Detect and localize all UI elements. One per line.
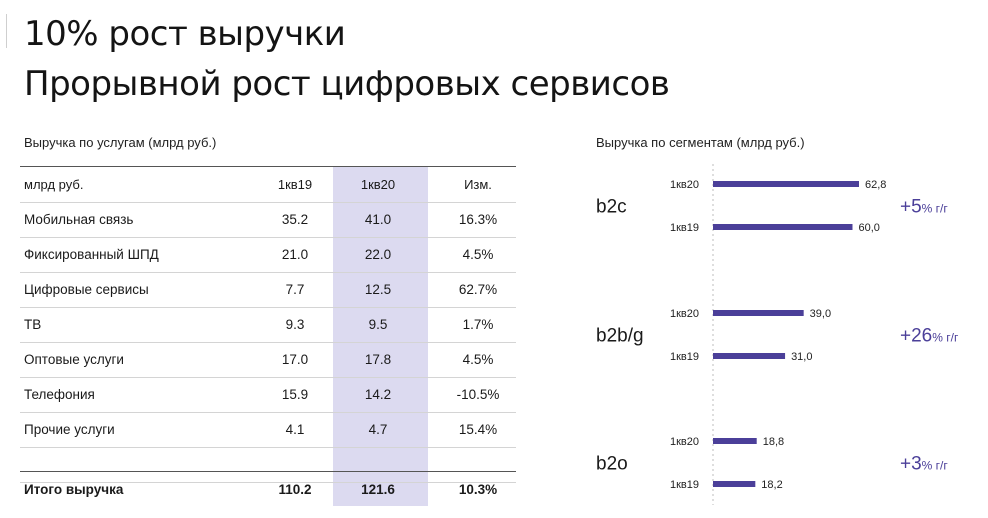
value-label: 39,0: [810, 308, 831, 320]
period-label: 1кв19: [670, 222, 699, 234]
period-label: 1кв19: [670, 479, 699, 491]
growth-annotation: +5% г/г: [900, 197, 948, 218]
highlighted-column: [333, 166, 428, 506]
header-cell: 1кв19: [277, 177, 313, 192]
cell-change: 1.7%: [462, 317, 494, 332]
cell-change: 15.4%: [458, 422, 498, 437]
segment-bar-chart: b2c 1кв20 62,8 1кв19 60,0 +5% г/г b2b/g 1кв20 39…: [596, 164, 959, 505]
segment-label: b2o: [596, 454, 628, 475]
value-label: 31,0: [791, 351, 812, 363]
cell-1q20: 14.2: [364, 387, 392, 402]
period-label: 1кв20: [670, 436, 699, 448]
slide-subtitle: Прорывной рост цифровых сервисов: [24, 64, 670, 104]
cell-change: -10.5%: [456, 387, 500, 402]
cell-change: 62.7%: [458, 282, 498, 297]
cell-1q20: 17.8: [364, 352, 392, 367]
cell-1q19: 15.9: [281, 387, 309, 402]
period-label: 1кв20: [670, 179, 699, 191]
table-header-row: млрд руб. 1кв19 1кв20 Изм.: [20, 167, 516, 203]
row-label: Фиксированный ШПД: [24, 247, 159, 262]
value-label: 60,0: [858, 222, 879, 234]
total-1q19: 110.2: [278, 482, 312, 497]
table-caption: Выручка по услугам (млрд руб.): [24, 135, 217, 150]
total-label: Итого выручка: [24, 482, 124, 497]
table-row: ТВ 9.3 9.5 1.7%: [20, 307, 516, 343]
bar: [713, 481, 756, 487]
chart-title: Выручка по сегментам (млрд руб.): [596, 135, 805, 150]
cell-1q20: 22.0: [364, 247, 392, 262]
bar: [713, 181, 859, 187]
row-label: Мобильная связь: [24, 212, 134, 227]
cell-1q20: 41.0: [364, 212, 392, 227]
value-label: 18,8: [763, 436, 784, 448]
table-row: Оптовые услуги 17.0 17.8 4.5%: [20, 342, 516, 378]
row-label: ТВ: [24, 317, 42, 332]
cell-change: 4.5%: [462, 352, 494, 367]
cell-1q19: 9.3: [285, 317, 305, 332]
total-1q20: 121.6: [361, 482, 395, 497]
row-label: Оптовые услуги: [24, 352, 124, 367]
value-label: 18,2: [761, 479, 782, 491]
cell-1q19: 17.0: [281, 352, 309, 367]
row-label: Цифровые сервисы: [24, 282, 149, 297]
cell-1q19: 4.1: [285, 422, 305, 437]
row-label: Телефония: [24, 387, 95, 402]
cell-1q20: 4.7: [368, 422, 388, 437]
table-row: Прочие услуги 4.1 4.7 15.4%: [20, 412, 516, 448]
table-row: Фиксированный ШПД 21.0 22.0 4.5%: [20, 237, 516, 273]
period-label: 1кв20: [670, 308, 699, 320]
cell-change: 4.5%: [462, 247, 494, 262]
header-cell: млрд руб.: [24, 177, 84, 192]
table-top-rule: [20, 166, 516, 167]
segment-label: b2c: [596, 197, 627, 218]
header-cell: Изм.: [464, 177, 492, 192]
growth-annotation: +3% г/г: [900, 454, 948, 475]
bar: [713, 353, 786, 359]
bar: [713, 224, 853, 230]
cell-1q19: 35.2: [281, 212, 309, 227]
slide-edge-line: [6, 14, 7, 48]
table-total-row: Итого выручка 110.2 121.6 10.3%: [20, 471, 516, 507]
table-spacer-row: [20, 447, 516, 483]
cell-1q20: 9.5: [368, 317, 388, 332]
value-label: 62,8: [865, 179, 886, 191]
row-label: Прочие услуги: [24, 422, 115, 437]
table-row: Телефония 15.9 14.2 -10.5%: [20, 377, 516, 413]
cell-1q19: 7.7: [285, 282, 305, 297]
header-cell: 1кв20: [360, 177, 396, 192]
table-row: Цифровые сервисы 7.7 12.5 62.7%: [20, 272, 516, 308]
cell-1q19: 21.0: [281, 247, 309, 262]
bar: [713, 310, 804, 316]
period-label: 1кв19: [670, 351, 699, 363]
table-row: Мобильная связь 35.2 41.0 16.3%: [20, 202, 516, 238]
slide-title: 10% рост выручки: [24, 14, 346, 54]
total-change: 10.3%: [458, 482, 498, 497]
cell-1q20: 12.5: [364, 282, 392, 297]
growth-annotation: +26% г/г: [900, 326, 959, 347]
segment-label: b2b/g: [596, 326, 644, 347]
bar: [713, 438, 757, 444]
cell-change: 16.3%: [458, 212, 498, 227]
